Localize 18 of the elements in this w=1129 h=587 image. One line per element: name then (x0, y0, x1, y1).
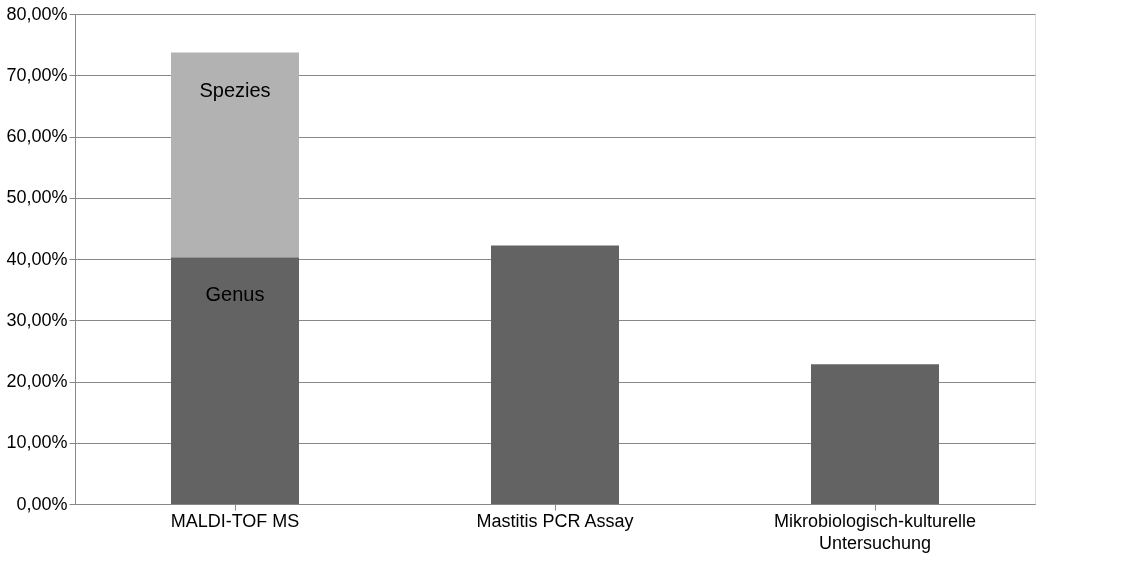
y-tick-label: 20,00% (6, 371, 68, 391)
y-tick-label: 50,00% (6, 187, 68, 208)
bar (811, 364, 939, 504)
x-tick-label: Mikrobiologisch-kulturelle Untersuchung (773, 510, 977, 553)
y-tick-label: 40,00% (6, 248, 68, 269)
y-tick-label: 10,00% (6, 432, 68, 453)
y-tick-label: 60,00% (6, 126, 68, 146)
bar (491, 245, 619, 504)
series-label: Spezies (199, 78, 271, 101)
series-label: Genus (205, 283, 265, 306)
y-tick-label: 0,00% (16, 493, 68, 514)
x-tick-label: MALDI-TOF MS (170, 510, 300, 531)
y-tick-label: 70,00% (6, 64, 68, 85)
bar (171, 52, 299, 258)
bar (171, 257, 299, 504)
y-tick-label: 30,00% (6, 309, 68, 330)
y-tick-label: 80,00% (6, 3, 68, 24)
x-tick-label: Mastitis PCR Assay (476, 510, 634, 531)
